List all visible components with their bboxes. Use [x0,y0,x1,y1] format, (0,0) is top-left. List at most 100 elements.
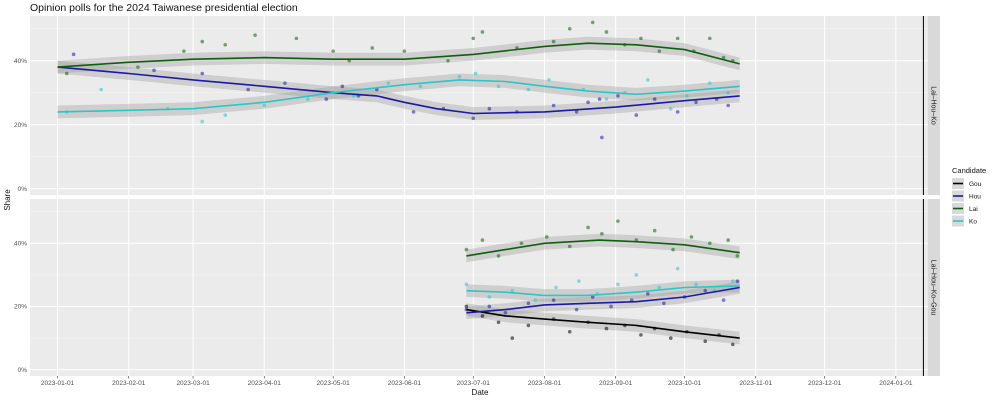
data-point-hou [340,84,345,89]
y-tick-label: 40% [14,58,27,65]
confidence-band-ko [57,73,740,119]
data-point-hou [200,71,205,76]
trend-line-gou [466,308,740,339]
data-point-lai [604,30,609,34]
data-point-ko [473,71,478,76]
data-point-hou [487,106,492,111]
data-point-lai [590,20,595,25]
data-point-gou [464,304,469,309]
data-point-lai [551,39,556,44]
data-point-ko [730,279,735,283]
data-point-hou [609,304,613,309]
data-point-ko [616,282,620,287]
x-tick-label: 2023-02-01 [112,380,146,387]
data-point-hou [324,97,329,101]
data-point-ko [675,266,680,271]
x-tick-label: 2023-05-01 [317,380,351,387]
x-tick-label: 2023-11-01 [739,380,772,387]
facet-strip-label: Lai–Hou–Ko–Gou [930,260,937,316]
data-point-lai [480,238,485,242]
panel-background [30,16,928,195]
data-point-lai [708,241,712,246]
data-point-ko [487,295,492,299]
x-tick-label: 2023-03-01 [176,380,210,387]
data-point-ko [223,113,228,117]
data-point-ko [533,298,538,302]
data-point-lai [639,36,643,41]
data-point-lai [64,71,69,76]
data-point-lai [480,30,485,34]
data-point-gou [526,323,531,328]
data-point-hou [551,103,556,108]
data-point-ko [418,84,423,89]
panel-1: 0% 20% 40% Lai–Hou–Ko [14,16,940,195]
x-tick-label: 2023-08-01 [528,380,562,387]
trend-line-lai [466,239,740,257]
data-point-hou [471,116,476,121]
data-point-lai [567,244,572,249]
legend-title: Candidate [952,166,986,175]
facet-strip-label: Lai–Hou–Ko [930,86,937,125]
data-point-gou [496,320,501,325]
data-point-gou [730,342,735,347]
panel-2: 0% 20% 40% Lai–Hou–Ko–Gou [14,199,940,376]
data-point-lai [544,235,549,239]
data-point-ko [306,97,310,101]
data-point-lai [136,65,140,69]
data-point-lai [471,36,476,41]
data-point-gou [639,333,643,337]
data-point-hou [726,103,730,108]
data-point-ko [577,279,581,283]
data-point-ko [708,81,712,85]
data-point-ko [646,78,650,82]
trend-line-ko [466,285,740,297]
x-axis-title: Date [472,388,489,397]
data-point-hou [735,279,740,283]
data-point-lai [496,254,501,258]
data-point-hou [551,298,556,302]
data-point-hou [721,298,726,302]
trend-line-hou [57,66,740,115]
data-point-gou [604,326,609,331]
confidence-band-hou [57,60,740,120]
data-point-lai [446,58,450,63]
data-point-hou [646,292,650,296]
data-point-hou [675,110,680,114]
data-point-hou [662,301,666,306]
data-point-hou [152,68,156,73]
data-point-ko [547,78,551,82]
data-point-ko [554,285,558,290]
data-point-lai [331,49,335,53]
data-point-lai [616,219,620,223]
data-point-lai [294,36,299,41]
panel-background [30,199,928,376]
legend-label-gou: Gou [969,181,982,188]
data-point-gou [567,329,572,334]
data-point-lai [519,241,524,246]
data-point-ko [694,282,698,287]
data-point-ko [200,119,205,124]
trend-line-lai [57,42,740,68]
data-point-ko [526,87,531,92]
data-point-lai [370,46,375,50]
data-point-ko [634,273,639,277]
data-point-hou [652,97,657,101]
data-point-gou [668,336,673,340]
data-point-lai [223,42,228,47]
x-tick-label: 2024-01-01 [879,380,913,387]
data-point-hou [71,52,76,57]
legend-label-hou: Hou [969,194,981,201]
data-point-lai [567,26,572,31]
data-point-hou [703,288,708,293]
trend-line-hou [466,286,740,314]
data-point-hou [616,94,620,98]
data-point-lai [735,254,740,258]
data-point-lai [182,49,186,53]
data-point-ko [510,288,515,293]
y-axis-title: Share [3,189,12,211]
data-point-ko [604,97,609,101]
data-point-hou [283,81,287,85]
data-point-lai [402,49,407,53]
data-point-ko [457,74,462,79]
y-tick-label: 0% [18,367,28,374]
